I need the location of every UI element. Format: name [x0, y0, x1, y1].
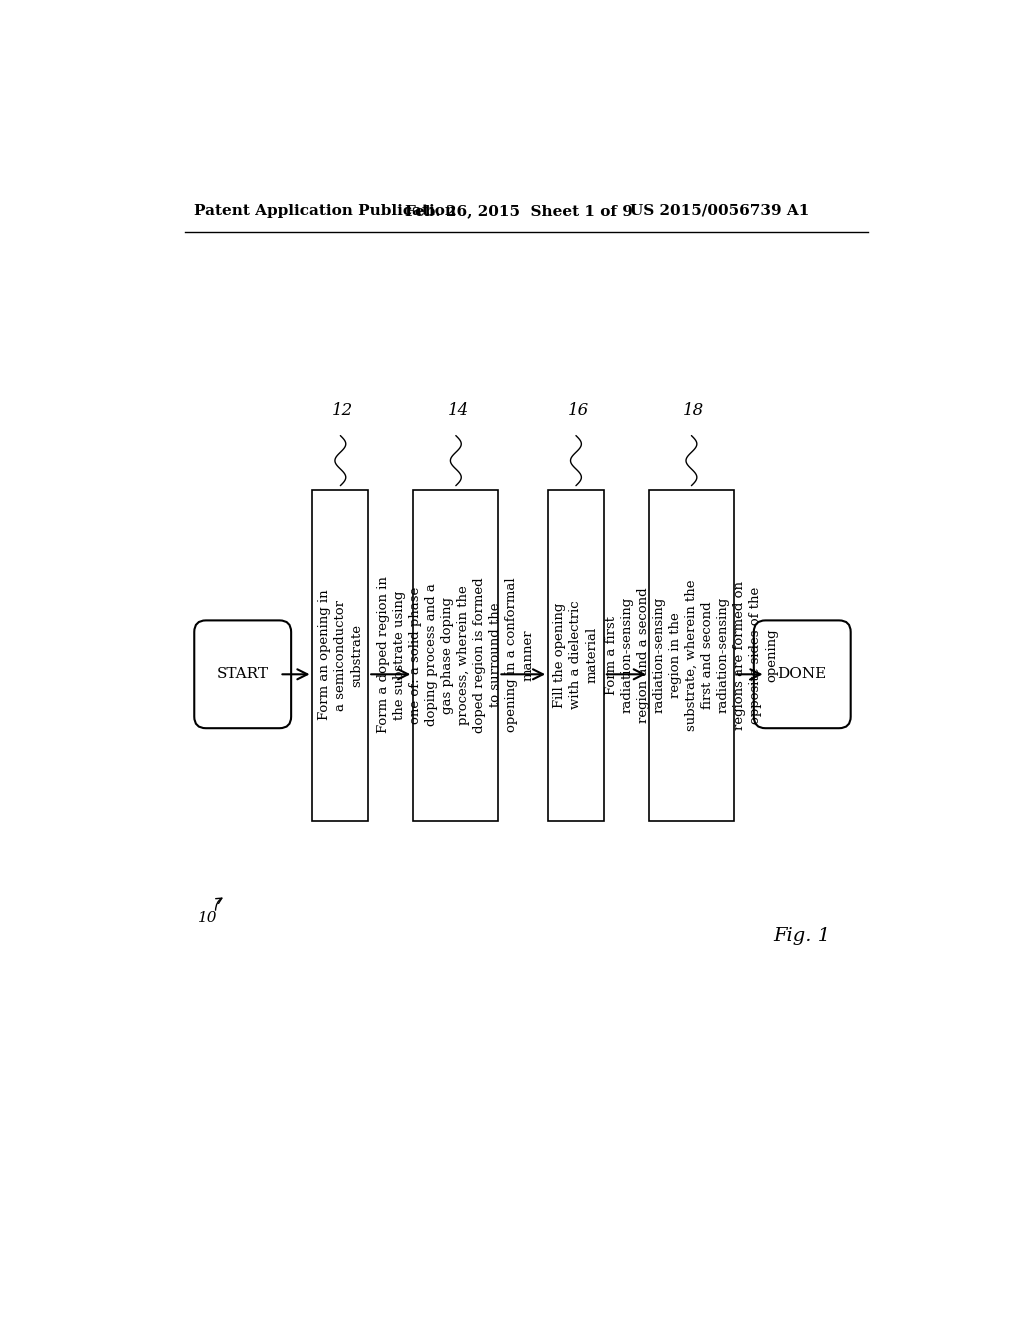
Text: 10: 10 [198, 911, 217, 924]
Text: Fill the opening
with a dielectric
material: Fill the opening with a dielectric mater… [553, 601, 598, 709]
Text: START: START [217, 668, 268, 681]
FancyBboxPatch shape [754, 620, 851, 729]
FancyBboxPatch shape [548, 490, 604, 821]
FancyBboxPatch shape [312, 490, 369, 821]
Text: Form a first
radiation-sensing
region and a second
radiation-sensing
region in t: Form a first radiation-sensing region an… [605, 579, 778, 731]
Text: 12: 12 [332, 401, 353, 418]
FancyBboxPatch shape [195, 620, 291, 729]
Text: 14: 14 [447, 401, 469, 418]
Text: DONE: DONE [777, 668, 826, 681]
Text: Form a doped region in
the substrate using
one of: a solid phase
doping process : Form a doped region in the substrate usi… [377, 577, 535, 734]
Text: 16: 16 [567, 401, 589, 418]
Text: 18: 18 [683, 401, 705, 418]
FancyBboxPatch shape [414, 490, 499, 821]
Text: US 2015/0056739 A1: US 2015/0056739 A1 [630, 203, 810, 218]
Text: Form an opening in
a semiconductor
substrate: Form an opening in a semiconductor subst… [317, 590, 362, 721]
Text: Patent Application Publication: Patent Application Publication [194, 203, 456, 218]
FancyBboxPatch shape [649, 490, 734, 821]
Text: Feb. 26, 2015  Sheet 1 of 9: Feb. 26, 2015 Sheet 1 of 9 [406, 203, 633, 218]
Text: Fig. 1: Fig. 1 [774, 927, 830, 945]
